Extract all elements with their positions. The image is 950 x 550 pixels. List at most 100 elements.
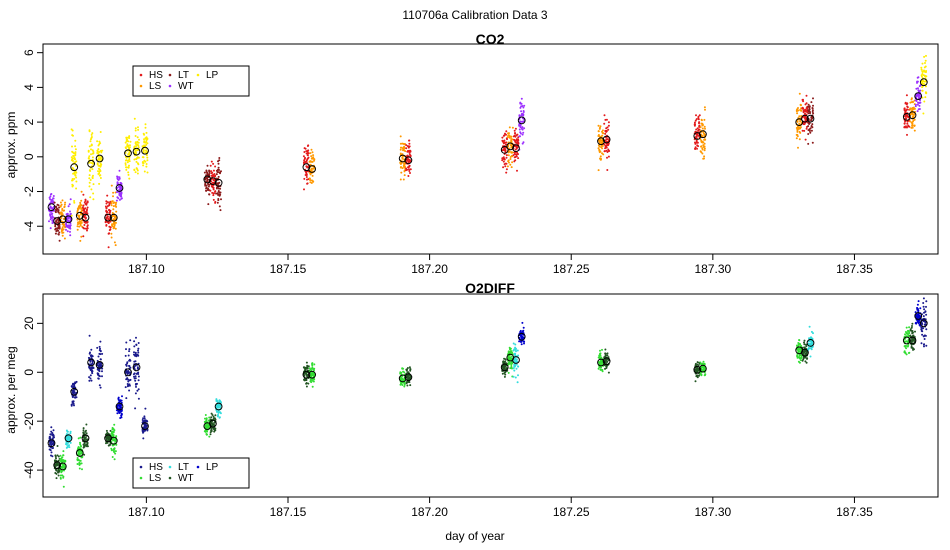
co2-point [405,144,408,147]
co2-point [804,118,807,121]
co2-point [811,109,814,112]
o2diff-point [207,419,210,422]
o2diff-point [903,345,906,348]
o2diff-point [808,346,810,349]
o2diff-point [504,360,507,363]
o2diff-point [408,366,411,369]
o2diff-point [908,331,911,334]
co2-point [511,126,514,129]
co2-mean-marker [404,156,413,165]
co2-point [307,149,310,152]
co2-point [96,149,99,152]
co2-point [127,140,130,143]
co2-point [699,126,702,129]
co2-point [920,68,923,71]
o2diff-point [134,377,137,380]
co2-point [515,138,518,141]
o2diff-point [142,417,145,420]
o2diff-point [128,364,130,367]
o2diff-point [120,406,123,409]
co2-point [501,157,504,160]
o2diff-point [914,330,916,333]
co2-point [403,170,406,173]
co2-point [82,193,85,196]
o2diff-point [70,385,73,388]
o2diff-point [143,419,146,422]
co2-point [514,140,517,143]
co2-mean-marker [801,114,809,123]
o2diff-xtick-label: 187.30 [694,505,731,519]
o2diff-point [113,423,116,426]
o2diff-point [83,444,86,447]
co2-point [61,199,64,202]
o2diff-point [125,378,128,381]
co2-mean-marker [53,217,62,225]
co2-point [112,208,115,211]
co2-point [142,151,145,154]
o2diff-point [121,395,123,398]
co2-point [125,156,128,159]
o2diff-point [206,430,208,433]
co2-point [217,198,220,200]
co2-point [905,94,908,97]
co2-point [802,123,805,126]
o2diff-point [702,368,705,371]
co2-mean-marker [512,144,520,153]
co2-point [92,150,95,153]
co2-point [137,146,140,149]
co2-point [604,129,607,132]
o2diff-point [303,366,306,369]
co2-point [96,162,99,165]
co2-point [923,55,926,58]
o2diff-point [599,349,601,352]
co2-point [907,124,910,127]
co2-point [799,120,802,123]
co2-legend-ls-marker [139,84,143,88]
co2-point [96,140,99,143]
co2-point [207,174,210,176]
o2diff-point [810,348,813,351]
o2diff-point [96,346,99,349]
co2-point [67,224,70,227]
co2-point [75,164,78,167]
o2diff-point [66,437,68,440]
o2diff-point [601,370,604,373]
o2diff-point [116,412,119,415]
o2diff-point [136,366,139,369]
o2diff-point [52,434,55,437]
co2-point [136,169,139,172]
co2-point [56,203,59,206]
o2diff-point [208,416,211,419]
co2-point [90,153,92,156]
o2diff-point [219,412,222,415]
co2-point [510,139,513,142]
co2-x-axis: 187.10 187.15 187.20 187.25 187.30 187.35 [128,254,873,276]
co2-point [61,223,64,226]
o2diff-point [51,447,54,450]
co2-point [216,192,219,195]
co2-point [514,135,517,138]
co2-point [919,89,922,92]
co2-point [513,129,516,132]
co2-point [808,122,811,125]
o2diff-point [406,384,409,387]
o2diff-point [98,375,101,378]
co2-point [700,151,703,154]
co2-point [89,140,92,143]
o2diff-point [101,370,103,373]
o2diff-point [54,455,57,458]
o2diff-point [514,343,517,346]
co2-point [91,168,94,171]
o2diff-point [135,355,138,358]
co2-point [501,140,504,143]
co2-point [697,145,700,148]
co2-point [128,177,131,180]
co2-point [118,169,121,172]
o2diff-point [136,389,139,392]
o2diff-point [57,455,60,458]
co2-point [906,102,909,105]
co2-point [810,115,813,118]
co2-point [114,203,117,206]
co2-point [117,197,120,200]
co2-point [145,149,147,152]
